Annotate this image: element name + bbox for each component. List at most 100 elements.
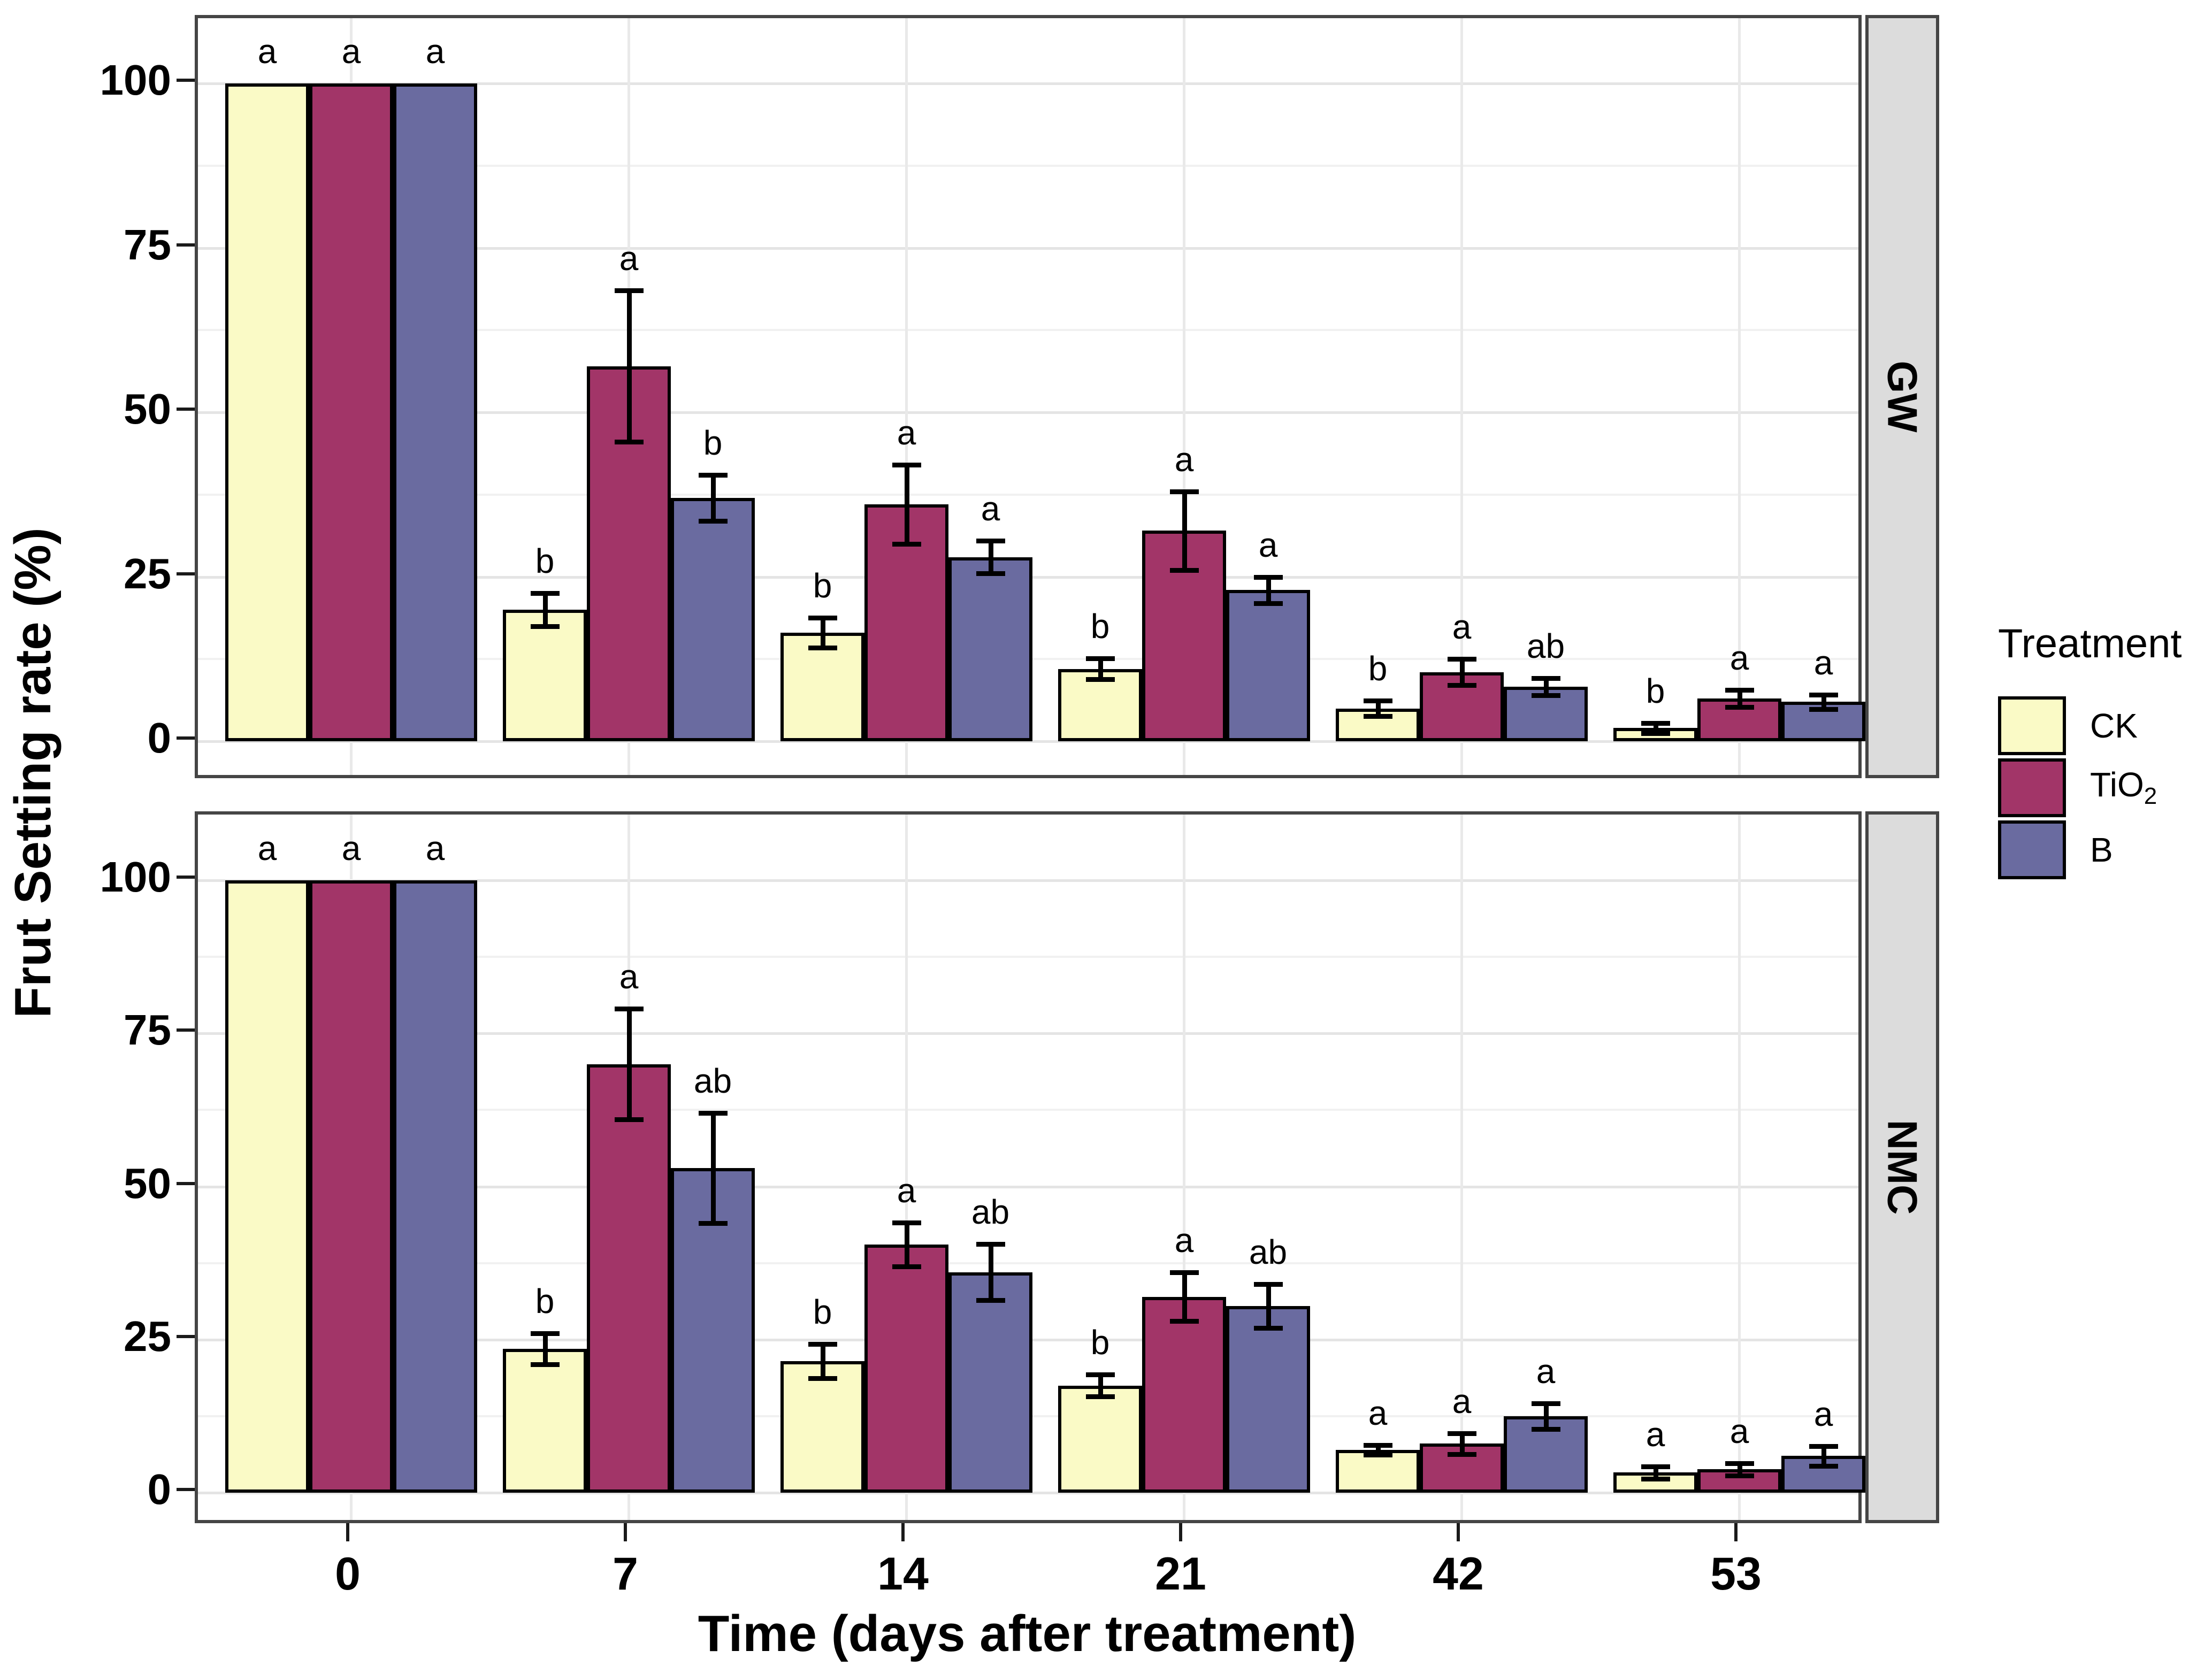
error-bar-cap <box>1085 1372 1115 1377</box>
significance-letter: b <box>535 1282 555 1321</box>
legend: Treatment CK TiO2 B <box>1998 620 2182 882</box>
gridline <box>198 164 1858 167</box>
x-axis-tick <box>901 1523 905 1541</box>
significance-letter: a <box>981 489 1000 528</box>
y-axis-tick <box>177 736 195 740</box>
error-bar-cap <box>976 1242 1005 1247</box>
error-bar-cap <box>808 1376 837 1381</box>
bar-TiO2 <box>309 880 393 1493</box>
error-bar <box>1737 1463 1742 1476</box>
y-tick-label: 50 <box>124 385 171 433</box>
significance-letter: a <box>425 829 445 867</box>
error-bar-cap <box>892 542 921 547</box>
facet-panel-nmc: a b b b a a a a a a a a a ab ab ab a a <box>195 811 1865 1523</box>
x-axis-tick <box>1734 1523 1738 1541</box>
error-bar-cap <box>1725 688 1754 693</box>
y-axis-tick <box>177 1181 195 1185</box>
significance-letter: a <box>1729 1412 1749 1451</box>
gridline <box>905 18 908 775</box>
error-bar-cap <box>1531 675 1560 681</box>
bar-CK <box>780 1361 864 1493</box>
significance-letter: a <box>257 32 277 71</box>
y-tick-label: 0 <box>147 1465 172 1513</box>
error-bar-cap <box>1447 657 1476 662</box>
x-axis-tick <box>1457 1523 1460 1541</box>
bar-TiO2 <box>1142 1296 1226 1493</box>
y-tick-label: 0 <box>147 714 172 762</box>
gridline <box>1183 815 1185 1520</box>
error-bar-cap <box>614 288 644 294</box>
error-bar <box>1375 1445 1381 1455</box>
error-bar-cap <box>1809 1443 1838 1449</box>
error-bar-cap <box>1809 707 1838 712</box>
legend-item-label: B <box>2090 831 2113 869</box>
significance-letter: ab <box>1526 626 1565 665</box>
significance-letter: ab <box>1249 1232 1288 1271</box>
error-bar-cap <box>1641 1464 1670 1469</box>
error-bar-cap <box>1809 1463 1838 1469</box>
error-bar <box>1653 723 1658 734</box>
bar-TiO2 <box>587 1064 671 1493</box>
y-axis-tick <box>177 1488 195 1491</box>
facet-strip-gw: GW <box>1865 15 1939 778</box>
y-axis-tick <box>177 243 195 247</box>
x-tick-label: 53 <box>1710 1548 1762 1600</box>
gridline <box>198 493 1858 496</box>
significance-letter: a <box>1174 1220 1194 1260</box>
error-bar-cap <box>1641 720 1670 726</box>
error-bar-cap <box>976 571 1005 577</box>
y-tick-label: 75 <box>124 220 171 268</box>
gridline <box>198 329 1858 332</box>
bar-B <box>671 497 755 741</box>
significance-letter: b <box>813 1292 832 1331</box>
error-bar <box>1098 1374 1103 1397</box>
error-bar-cap <box>1363 1453 1392 1457</box>
significance-letter: b <box>1645 671 1665 710</box>
bar-B <box>393 880 477 1493</box>
error-bar-cap <box>1725 1473 1754 1478</box>
error-bar-cap <box>1253 1281 1283 1287</box>
error-bar-cap <box>1447 683 1476 688</box>
bar-CK <box>503 610 587 741</box>
x-axis-title: Time (days after treatment) <box>698 1605 1357 1662</box>
y-axis-tick <box>177 79 195 82</box>
gridline <box>198 740 1858 743</box>
gridline <box>1183 18 1185 775</box>
error-bar-cap <box>698 1221 728 1226</box>
error-bar-cap <box>698 472 728 478</box>
error-bar-cap <box>1253 574 1283 580</box>
facet-strip-nmc-label: NMC <box>1879 1119 1926 1215</box>
significance-letter: ab <box>971 1193 1010 1232</box>
gridline <box>905 815 908 1520</box>
gridline <box>198 1185 1858 1188</box>
facet-strip-gw-label: GW <box>1879 360 1926 433</box>
error-bar-cap <box>808 1341 837 1347</box>
bar-CK <box>503 1348 587 1493</box>
significance-letter: a <box>1645 1415 1665 1454</box>
error-bar-cap <box>976 1298 1005 1303</box>
error-bar-cap <box>614 440 644 445</box>
error-bar-cap <box>1447 1431 1476 1436</box>
error-bar <box>1266 577 1271 603</box>
facet-strip-nmc: NMC <box>1865 811 1939 1523</box>
significance-letter: a <box>1174 440 1194 479</box>
legend-title: Treatment <box>1998 621 2182 666</box>
error-bar-cap <box>1169 489 1199 494</box>
error-bar <box>988 540 993 574</box>
gridline <box>1460 18 1463 775</box>
bar-CK <box>225 880 309 1493</box>
gridline <box>1738 18 1741 775</box>
error-bar-cap <box>530 1362 560 1367</box>
y-axis-tick <box>177 572 195 575</box>
significance-letter: a <box>1452 608 1472 647</box>
error-bar <box>904 465 909 544</box>
gridline <box>198 1492 1858 1494</box>
error-bar-cap <box>1531 1401 1560 1406</box>
error-bar <box>1543 678 1549 695</box>
error-bar-cap <box>1809 692 1838 697</box>
y-axis-tick <box>177 1334 195 1338</box>
y-tick-label: 25 <box>124 549 171 597</box>
legend-key-CK <box>1998 696 2066 755</box>
x-tick-label: 21 <box>1155 1548 1206 1600</box>
